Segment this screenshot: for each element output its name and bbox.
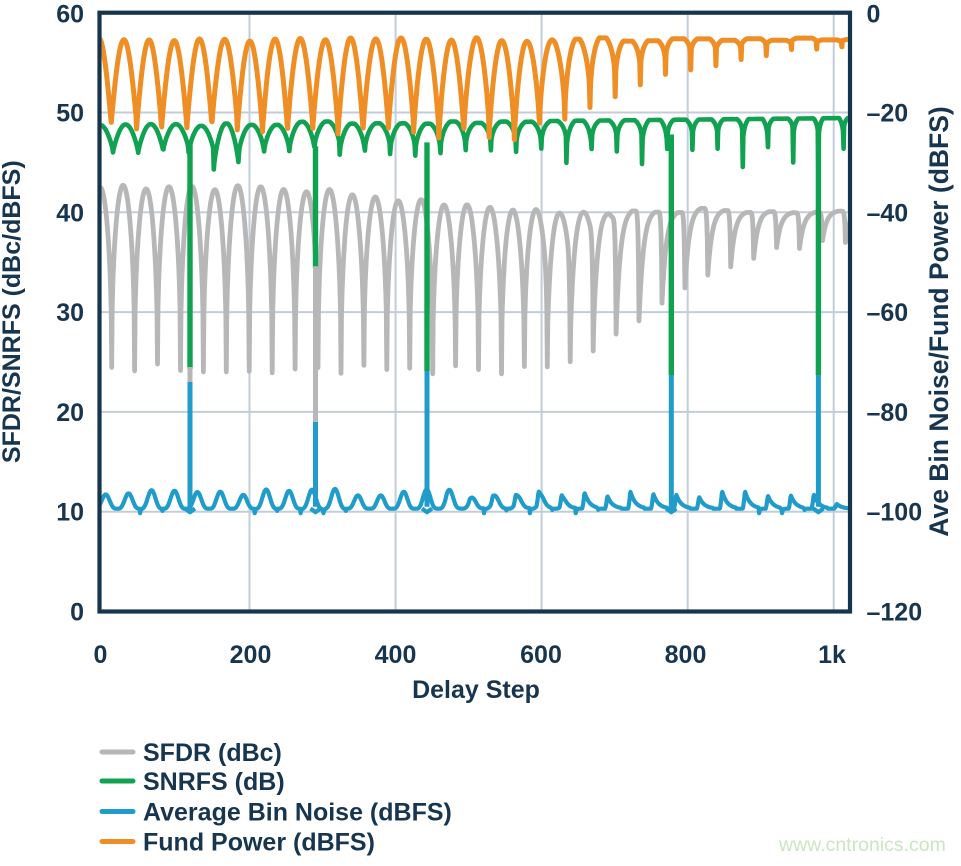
svg-text:Average Bin Noise (dBFS): Average Bin Noise (dBFS): [143, 799, 452, 827]
svg-text:50: 50: [56, 100, 84, 128]
svg-text:200: 200: [230, 641, 272, 669]
svg-text:–40: –40: [867, 199, 909, 227]
svg-text:40: 40: [56, 199, 84, 227]
svg-text:1k: 1k: [818, 641, 846, 669]
svg-text:60: 60: [56, 1, 84, 29]
svg-text:–80: –80: [867, 399, 909, 427]
svg-text:SFDR (dBc): SFDR (dBc): [143, 739, 282, 767]
svg-text:600: 600: [520, 641, 562, 669]
svg-text:SFDR/SNRFS (dBc/dBFS): SFDR/SNRFS (dBc/dBFS): [0, 160, 26, 463]
svg-text:–60: –60: [867, 299, 909, 327]
svg-text:30: 30: [56, 299, 84, 327]
svg-text:Delay Step: Delay Step: [412, 676, 540, 704]
svg-text:400: 400: [375, 641, 417, 669]
svg-text:SNRFS (dB): SNRFS (dB): [143, 768, 285, 796]
svg-text:20: 20: [56, 399, 84, 427]
svg-text:10: 10: [56, 499, 84, 527]
svg-text:0: 0: [867, 1, 881, 29]
svg-text:–20: –20: [867, 100, 909, 128]
svg-text:–120: –120: [867, 599, 923, 627]
svg-text:0: 0: [94, 641, 108, 669]
svg-text:0: 0: [70, 599, 84, 627]
svg-text:–100: –100: [867, 499, 923, 527]
svg-text:Fund Power (dBFS): Fund Power (dBFS): [143, 829, 375, 857]
svg-text:www.cntronics.com: www.cntronics.com: [778, 834, 946, 856]
svg-text:Ave Bin Noise/Fund Power (dBFS: Ave Bin Noise/Fund Power (dBFS): [924, 106, 954, 536]
svg-text:800: 800: [665, 641, 707, 669]
